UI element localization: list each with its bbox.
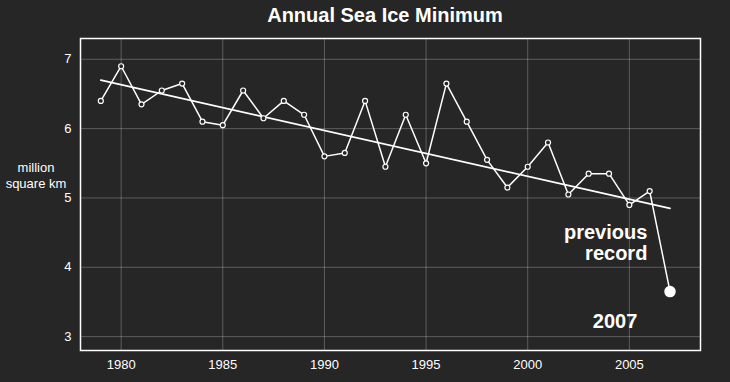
svg-text:2007: 2007 (593, 310, 638, 332)
svg-text:previousrecord: previousrecord (564, 221, 647, 264)
svg-text:2000: 2000 (513, 357, 542, 372)
html-text:Annual Sea Ice Minimum: Annual Sea Ice Minimum (267, 4, 503, 26)
svg-text:1990: 1990 (310, 357, 339, 372)
svg-text:1995: 1995 (412, 357, 441, 372)
svg-text:1985: 1985 (208, 357, 237, 372)
svg-text:2005: 2005 (615, 357, 644, 372)
svg-text:3: 3 (64, 329, 71, 344)
svg-text:1980: 1980 (107, 357, 136, 372)
svg-text:5: 5 (64, 190, 71, 205)
svg-text:7: 7 (64, 51, 71, 66)
html-text:million square km: million square km (5, 160, 67, 191)
svg-text:4: 4 (64, 259, 71, 274)
svg-text:6: 6 (64, 121, 71, 136)
